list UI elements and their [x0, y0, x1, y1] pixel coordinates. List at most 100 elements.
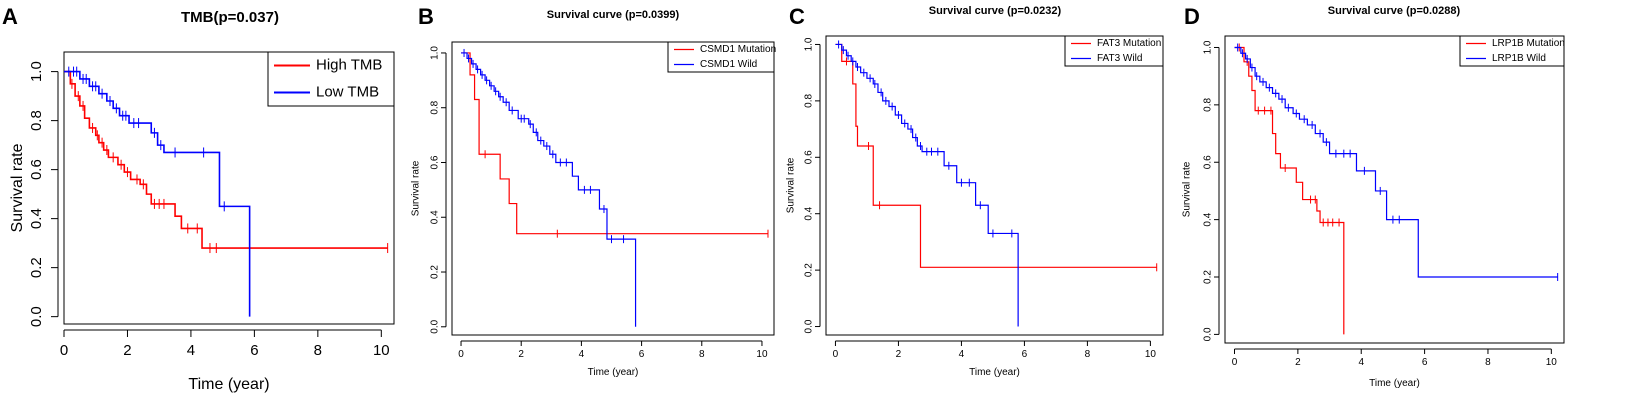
chart-title: TMB(p=0.037) — [181, 9, 279, 26]
y-tick-label: 0.4 — [804, 206, 815, 220]
y-tick-label: 0.0 — [1203, 327, 1214, 341]
survival-curve — [835, 43, 1019, 327]
y-tick-label: 0.2 — [804, 263, 815, 277]
legend-label: Low TMB — [316, 83, 379, 100]
legend-label: High TMB — [316, 56, 382, 73]
x-tick-label: 2 — [518, 349, 524, 360]
legend-box — [1459, 35, 1565, 67]
panel-letter: D — [1184, 4, 1200, 29]
x-tick-label: 6 — [639, 349, 645, 360]
x-tick-label: 8 — [1085, 349, 1091, 360]
y-tick-label: 1.0 — [804, 37, 815, 51]
y-tick-label: 0.2 — [28, 257, 45, 278]
x-tick-label: 0 — [1232, 357, 1238, 368]
x-tick-label: 10 — [1546, 357, 1558, 368]
survival-curve — [835, 43, 1157, 268]
panel-a: A TMB(p=0.037) 0 2 4 6 8 10 0.0 0.2 0.4 0.6 0.8 1.0 Ti… — [2, 4, 395, 393]
y-tick-label: 0.6 — [430, 155, 441, 169]
x-tick-label: 10 — [373, 342, 390, 359]
series-mutation — [461, 52, 769, 238]
panel-letter: B — [418, 4, 434, 29]
y-tick-label: 0.0 — [430, 319, 441, 333]
survival-curve — [1234, 46, 1345, 335]
legend-label: FAT3 Wild — [1097, 53, 1142, 64]
x-tick-label: 6 — [1422, 357, 1428, 368]
panel-letter: C — [789, 4, 805, 29]
survival-curve — [1234, 46, 1558, 278]
survival-curve — [461, 52, 637, 327]
x-tick-label: 8 — [314, 342, 322, 359]
y-tick-label: 0.2 — [1203, 270, 1214, 284]
legend-box — [1064, 35, 1164, 67]
x-tick-label: 2 — [123, 342, 131, 359]
x-tick-label: 6 — [1022, 349, 1028, 360]
panel-d: D Survival curve (p=0.0288) 0 2 4 6 8 10 0.0 0.2 0… — [1182, 4, 1565, 389]
y-tick-label: 0.6 — [1203, 155, 1214, 169]
x-tick-label: 2 — [896, 349, 902, 360]
x-tick-label: 8 — [699, 349, 705, 360]
chart-title: Survival curve (p=0.0288) — [1328, 5, 1461, 17]
y-tick-label: 0.8 — [1203, 97, 1214, 111]
y-axis-label: Survival rate — [9, 143, 26, 232]
series-mutation — [64, 70, 389, 254]
x-tick-label: 4 — [1358, 357, 1364, 368]
legend: LRP1B Mutation LRP1B Wild — [1459, 35, 1565, 67]
y-tick-label: 1.0 — [1203, 40, 1214, 54]
series-wild — [1234, 43, 1559, 282]
series-mutation — [1234, 43, 1345, 335]
x-axis-label: Time (year) — [969, 367, 1020, 378]
x-axis-label: Time (year) — [588, 367, 639, 378]
legend-label: CSMD1 Wild — [700, 59, 757, 70]
survival-curve — [64, 70, 251, 317]
plot-frame — [451, 41, 775, 336]
y-tick-label: 0.6 — [28, 159, 45, 180]
y-tick-label: 0.2 — [430, 265, 441, 279]
x-axis-label: Time (year) — [188, 376, 269, 393]
x-tick-label: 0 — [458, 349, 464, 360]
x-tick-label: 10 — [1145, 349, 1157, 360]
legend-box — [667, 41, 775, 73]
series-mutation — [835, 43, 1158, 272]
x-tick-label: 2 — [1295, 357, 1301, 368]
series-wild — [461, 48, 637, 327]
series-wild — [835, 40, 1019, 327]
y-axis-label: Survival rate — [786, 157, 797, 213]
x-tick-label: 4 — [187, 342, 195, 359]
chart-title: Survival curve (p=0.0232) — [929, 5, 1062, 17]
x-tick-label: 10 — [756, 349, 768, 360]
x-tick-label: 0 — [60, 342, 68, 359]
survival-curve — [64, 70, 388, 249]
y-tick-label: 0.0 — [804, 319, 815, 333]
y-tick-label: 1.0 — [28, 61, 45, 82]
x-axis-label: Time (year) — [1369, 378, 1420, 389]
y-tick-label: 0.6 — [804, 150, 815, 164]
plot-frame — [825, 35, 1164, 336]
legend-label: LRP1B Wild — [1492, 53, 1546, 64]
y-tick-label: 1.0 — [430, 46, 441, 60]
legend-label: FAT3 Mutation — [1097, 38, 1161, 49]
survival-curve — [461, 52, 768, 235]
y-tick-label: 0.8 — [430, 100, 441, 114]
panel-c: C Survival curve (p=0.0232) 0 2 4 6 8 10 0.0 0.2 0… — [786, 4, 1164, 378]
legend-label: LRP1B Mutation — [1492, 38, 1565, 49]
x-tick-label: 0 — [833, 349, 839, 360]
y-tick-label: 0.0 — [28, 306, 45, 327]
legend: High TMB Low TMB — [267, 51, 395, 107]
legend: CSMD1 Mutation CSMD1 Wild — [667, 41, 776, 73]
plot-frame — [63, 51, 395, 325]
x-tick-label: 4 — [579, 349, 585, 360]
y-tick-label: 0.4 — [430, 210, 441, 224]
legend-box — [267, 51, 395, 107]
series-wild — [64, 66, 251, 317]
y-tick-label: 0.8 — [804, 93, 815, 107]
y-tick-label: 0.4 — [1203, 212, 1214, 226]
x-tick-label: 8 — [1485, 357, 1491, 368]
x-tick-label: 6 — [250, 342, 258, 359]
y-axis-label: Survival rate — [1182, 161, 1193, 217]
y-axis-label: Survival rate — [411, 160, 422, 216]
x-tick-label: 4 — [959, 349, 965, 360]
y-tick-label: 0.4 — [28, 208, 45, 229]
panel-b: B Survival curve (p=0.0399) 0 2 4 6 8 10 0.0 0.2 0… — [411, 4, 777, 378]
chart-title: Survival curve (p=0.0399) — [547, 9, 680, 21]
